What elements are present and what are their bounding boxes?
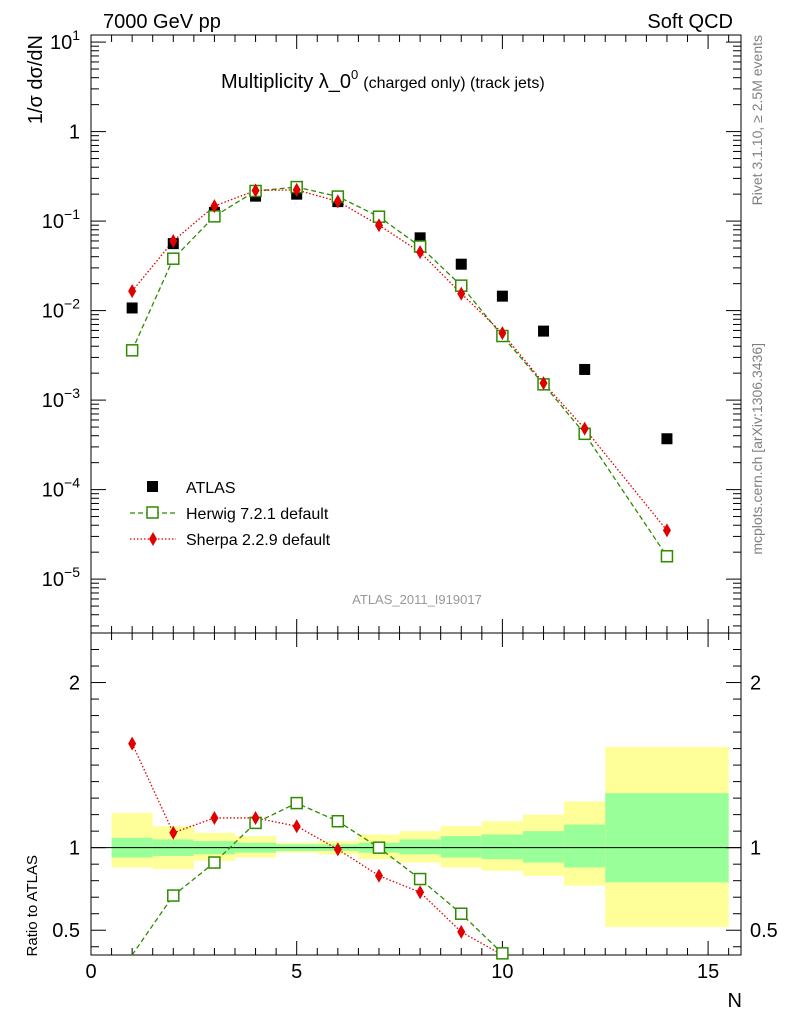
ratio-point-0 (413, 872, 427, 886)
data-point-2 (210, 199, 219, 214)
plot-title-suffix: (charged only) (track jets) (363, 75, 544, 92)
ratio-point-1 (292, 819, 301, 834)
band-inner (481, 834, 523, 860)
data-point-2 (292, 182, 301, 197)
x-tick-label: 10 (491, 961, 513, 983)
band-inner (399, 839, 441, 855)
data-point-0 (414, 232, 426, 244)
ratio-tick-label-right: 1 (750, 838, 761, 860)
data-point-2 (498, 326, 507, 341)
ratio-series-lines (131, 743, 503, 956)
legend-atlas-label: ATLAS (186, 480, 236, 497)
ratio-point-1 (128, 736, 137, 751)
ratio-point-0 (455, 907, 468, 920)
y-tick-label: 10−4 (42, 475, 80, 502)
ratio-point-1 (416, 885, 425, 900)
band-inner (564, 824, 606, 868)
ratio-point-1 (374, 868, 383, 883)
y-tick-label: 101 (50, 27, 80, 54)
ratio-plot-frame (90, 632, 742, 956)
ratio-tick-label: 1 (69, 838, 80, 860)
watermark: ATLAS_2011_I919017 (352, 592, 482, 607)
header-group: Soft QCD (647, 11, 733, 33)
ratio-tick-label: 2 (69, 673, 80, 695)
ratio-point-0 (167, 889, 180, 902)
data-point-2 (169, 233, 178, 248)
plot-title-main: Multiplicity λ_0 (221, 71, 351, 93)
ratio-tick-label: 0.5 (52, 920, 80, 942)
data-point-2 (251, 183, 260, 198)
ratio-tick-label-right: 0.5 (750, 920, 778, 942)
ratio-point-1 (210, 810, 219, 825)
main-series-markers (125, 180, 674, 563)
data-point-0 (538, 325, 550, 337)
data-point-2 (416, 245, 425, 260)
data-point-1 (125, 344, 139, 357)
data-point-0 (455, 258, 467, 270)
axis-tick-labels: 0 5 10 15 101 1 10−1 10−2 10−3 10−4 10−5 0.5 0.5 1 1 2 2 (42, 27, 778, 983)
y-axis-label: 1/σ dσ/dN (25, 35, 47, 124)
data-point-2 (128, 284, 137, 299)
data-point-1 (660, 550, 674, 563)
legend: ATLAS Herwig 7.2.1 default Sherpa 2.2.9 … (130, 480, 331, 549)
header-energy: 7000 GeV pp (103, 11, 221, 33)
ratio-point-0 (208, 856, 221, 869)
ratio-point-0 (290, 796, 303, 810)
data-point-2 (580, 421, 589, 436)
y-tick-label: 1 (69, 122, 80, 144)
ratio-point-0 (496, 947, 509, 960)
data-point-0 (661, 433, 673, 445)
ratio-uncertainty-bands (111, 746, 729, 927)
ratio-tick-label-right: 2 (750, 673, 761, 695)
legend-atlas-marker (147, 481, 158, 492)
ratio-point-0 (372, 841, 386, 854)
data-point-2 (662, 523, 671, 538)
data-point-2 (333, 194, 342, 209)
rivet-label: Rivet 3.1.10, ≥ 2.5M events (749, 35, 765, 205)
x-tick-label: 15 (697, 961, 719, 983)
data-point-0 (579, 363, 591, 375)
y-tick-label: 10−2 (42, 296, 80, 323)
ratio-point-1 (457, 924, 466, 939)
data-point-0 (496, 290, 508, 302)
y-tick-label: 10−1 (42, 206, 80, 233)
band-inner (440, 836, 482, 858)
data-point-0 (126, 302, 138, 314)
data-point-2 (374, 218, 383, 233)
data-point-1 (167, 252, 180, 265)
axis-ticks (90, 35, 741, 955)
ratio-point-1 (251, 810, 260, 825)
plot-title-sup: 0 (351, 67, 358, 82)
ratio-point-0 (331, 814, 345, 828)
x-axis-label: N (728, 990, 742, 1012)
ratio-line-0 (131, 802, 503, 956)
ratio-point-1 (169, 825, 178, 840)
ratio-series-markers (128, 736, 509, 960)
mcplots-label: mcplots.cern.ch [arXiv:1306.3436] (749, 343, 765, 555)
y-tick-label: 10−5 (42, 564, 80, 591)
legend-herwig-marker (146, 506, 159, 519)
legend-herwig-label: Herwig 7.2.1 default (186, 506, 329, 523)
ratio-y-axis-label: Ratio to ATLAS (24, 855, 41, 956)
ratio-point-1 (333, 842, 342, 857)
ratio-line-1 (131, 743, 503, 956)
y-tick-label: 10−3 (42, 385, 80, 412)
legend-sherpa-marker (149, 532, 157, 546)
data-point-2 (539, 376, 548, 391)
x-tick-label: 5 (291, 961, 302, 983)
band-inner (522, 831, 565, 863)
x-tick-label: 0 (85, 961, 96, 983)
legend-sherpa-label: Sherpa 2.2.9 default (186, 532, 331, 549)
data-point-2 (457, 286, 466, 301)
plot-title: Multiplicity λ_00 (charged only) (track j… (221, 67, 545, 93)
band-inner (605, 793, 729, 883)
